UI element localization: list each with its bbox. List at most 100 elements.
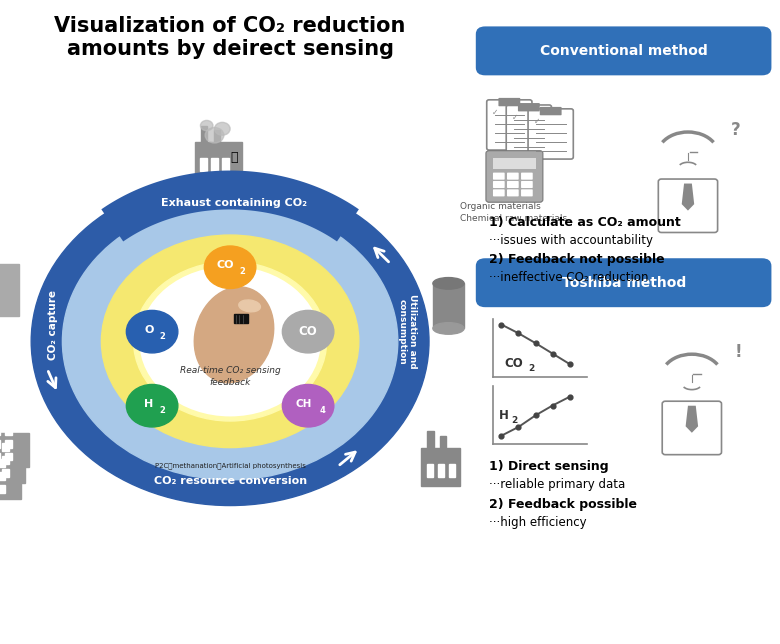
Bar	[427, 464, 433, 477]
Text: ···reliable primary data: ···reliable primary data	[489, 478, 626, 491]
FancyBboxPatch shape	[507, 173, 519, 180]
Text: P2C／methanation／Artificial photosynthesis: P2C／methanation／Artificial photosynthesi…	[154, 462, 306, 469]
Bar	[0, 459, 5, 467]
Circle shape	[101, 235, 359, 448]
FancyBboxPatch shape	[498, 98, 520, 106]
Bar	[5, 427, 12, 435]
Text: 4: 4	[319, 406, 325, 415]
Text: Exhaust containing CO₂: Exhaust containing CO₂	[161, 198, 307, 208]
Bar	[234, 314, 248, 323]
Bar	[421, 448, 460, 486]
Text: CO₂ capture: CO₂ capture	[48, 290, 58, 360]
Text: Real-time CO₂ sensing
feedback: Real-time CO₂ sensing feedback	[179, 366, 281, 387]
Text: ···ineffective CO₂ reduction: ···ineffective CO₂ reduction	[489, 271, 648, 284]
Bar	[427, 431, 434, 448]
Point	[512, 422, 525, 432]
Circle shape	[215, 122, 230, 135]
Text: CH: CH	[296, 399, 311, 409]
Point	[512, 328, 525, 339]
FancyBboxPatch shape	[476, 258, 771, 307]
Text: CO₂ resource conversion: CO₂ resource conversion	[154, 476, 307, 486]
Bar	[0, 450, 25, 483]
Text: 1) Direct sensing: 1) Direct sensing	[489, 460, 608, 473]
FancyBboxPatch shape	[493, 181, 505, 188]
Bar	[0, 472, 5, 480]
Bar	[211, 158, 218, 171]
FancyBboxPatch shape	[506, 105, 551, 155]
Text: !: !	[735, 343, 743, 361]
FancyBboxPatch shape	[493, 189, 505, 196]
Text: ✓: ✓	[512, 113, 518, 122]
Circle shape	[655, 128, 721, 182]
Text: ?: ?	[731, 121, 741, 139]
Text: H: H	[144, 399, 154, 409]
Bar	[440, 436, 446, 448]
Text: CO: CO	[299, 325, 317, 338]
Bar	[195, 142, 242, 180]
Text: Organic materials
Chemical raw materials: Organic materials Chemical raw materials	[460, 202, 567, 223]
Text: 2: 2	[512, 416, 518, 425]
Text: Toshiba method: Toshiba method	[562, 276, 686, 290]
Point	[530, 410, 542, 421]
FancyBboxPatch shape	[662, 401, 722, 455]
Ellipse shape	[239, 300, 261, 312]
Point	[495, 430, 508, 440]
Point	[546, 401, 558, 411]
Circle shape	[659, 350, 725, 404]
Circle shape	[31, 177, 429, 506]
Ellipse shape	[433, 323, 464, 334]
FancyBboxPatch shape	[658, 179, 718, 232]
Bar	[0, 466, 21, 499]
Text: ···issues with accountability: ···issues with accountability	[489, 234, 653, 247]
Text: Visualization of CO₂ reduction: Visualization of CO₂ reduction	[55, 16, 406, 36]
Polygon shape	[682, 184, 694, 211]
Bar	[433, 283, 464, 328]
FancyBboxPatch shape	[507, 181, 519, 188]
Circle shape	[282, 384, 334, 427]
Text: Utilization and
consumption: Utilization and consumption	[398, 294, 417, 369]
Text: ···high efficiency: ···high efficiency	[489, 516, 587, 529]
Point	[546, 348, 558, 359]
Text: CO: CO	[505, 357, 523, 370]
Circle shape	[133, 261, 327, 421]
Bar	[0, 264, 20, 316]
Circle shape	[200, 120, 213, 131]
Text: 2: 2	[528, 364, 534, 373]
Text: H: H	[499, 409, 509, 422]
Text: ✓: ✓	[534, 117, 540, 126]
Bar	[2, 456, 9, 464]
Ellipse shape	[433, 278, 464, 289]
Circle shape	[62, 203, 398, 480]
Circle shape	[693, 367, 711, 381]
Bar	[2, 443, 9, 451]
Polygon shape	[686, 406, 698, 433]
Bar	[5, 440, 12, 448]
Circle shape	[126, 384, 178, 427]
Text: O: O	[144, 325, 154, 335]
Ellipse shape	[194, 287, 274, 383]
Circle shape	[140, 267, 320, 415]
FancyBboxPatch shape	[487, 100, 532, 150]
Circle shape	[126, 310, 178, 353]
FancyBboxPatch shape	[540, 107, 562, 115]
Bar	[438, 464, 444, 477]
Point	[563, 359, 576, 369]
Bar	[201, 126, 207, 142]
FancyBboxPatch shape	[521, 181, 533, 188]
FancyBboxPatch shape	[486, 151, 543, 202]
Text: amounts by deirect sensing: amounts by deirect sensing	[66, 39, 394, 59]
Text: Conventional method: Conventional method	[540, 44, 708, 58]
Circle shape	[673, 367, 690, 381]
Text: 🔥: 🔥	[230, 151, 238, 164]
Bar	[0, 433, 29, 467]
Text: 1) Calculate as CO₂ amount: 1) Calculate as CO₂ amount	[489, 216, 681, 229]
Circle shape	[669, 145, 686, 159]
Bar	[214, 130, 220, 142]
Text: 2: 2	[239, 267, 246, 276]
FancyBboxPatch shape	[476, 26, 771, 75]
FancyBboxPatch shape	[518, 103, 540, 111]
Text: 2: 2	[159, 332, 165, 341]
Bar	[222, 158, 229, 171]
Point	[530, 338, 542, 348]
Text: CO: CO	[217, 260, 234, 270]
